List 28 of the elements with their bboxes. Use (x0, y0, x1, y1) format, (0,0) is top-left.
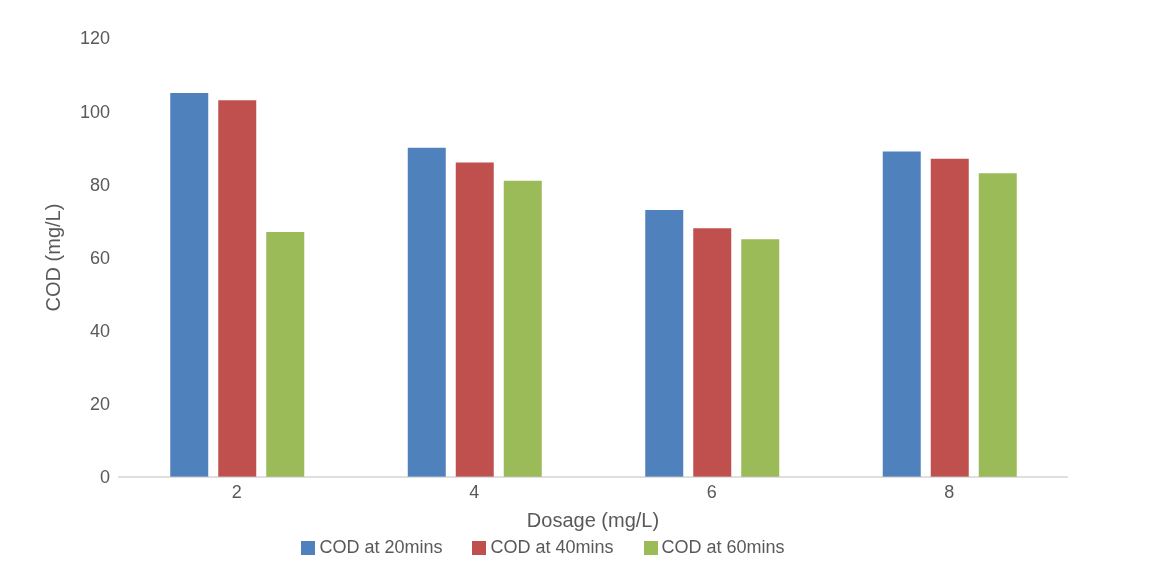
bar (266, 231, 305, 477)
legend-label: COD at 60mins (661, 537, 785, 557)
y-tick-label: 0 (99, 467, 110, 488)
bar (882, 151, 921, 477)
bar (645, 209, 684, 477)
bar (930, 158, 969, 477)
bar (978, 173, 1017, 477)
y-tick-label: 120 (79, 28, 110, 49)
x-tick-label: 2 (231, 481, 242, 502)
y-tick-label: 40 (89, 321, 110, 342)
bar (503, 180, 542, 477)
bar (741, 239, 780, 477)
bar (218, 100, 257, 477)
legend-label: COD at 20mins (319, 537, 443, 557)
y-tick-label: 60 (89, 247, 110, 268)
x-tick-label: 8 (944, 481, 955, 502)
y-tick-label: 100 (79, 101, 110, 122)
bar (455, 162, 494, 477)
bar (693, 228, 732, 477)
x-tick-label: 6 (706, 481, 717, 502)
y-axis-title: COD (mg/L) (42, 203, 65, 312)
x-tick-label: 4 (469, 481, 480, 502)
bar (170, 92, 209, 477)
y-tick-label: 80 (89, 174, 110, 195)
bar (407, 147, 446, 477)
y-tick-label: 20 (89, 394, 110, 415)
legend-label: COD at 40mins (490, 537, 614, 557)
x-axis-title: Dosage (mg/L) (526, 509, 660, 531)
